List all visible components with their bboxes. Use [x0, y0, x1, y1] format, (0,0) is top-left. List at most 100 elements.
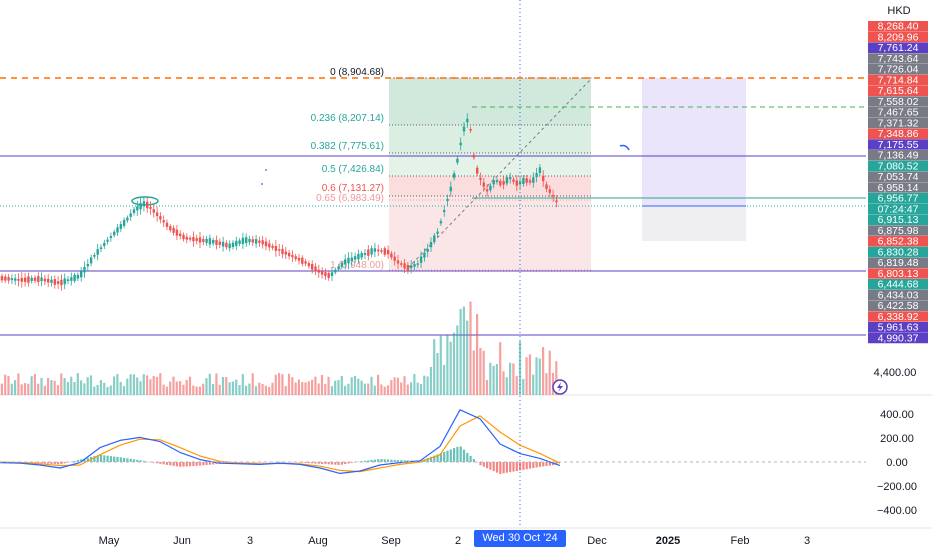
macd-hist-bar — [472, 459, 475, 462]
macd-hist-bar — [344, 462, 347, 465]
candle — [274, 240, 278, 257]
candle — [149, 201, 152, 215]
macd-hist-bar — [535, 462, 538, 468]
volume-bar — [188, 376, 192, 395]
candle — [551, 189, 555, 202]
candle — [202, 235, 205, 246]
volume-bar — [469, 301, 472, 395]
candle — [103, 239, 106, 250]
volume-bar — [311, 379, 314, 395]
macd-hist-bar — [136, 459, 139, 462]
candle — [443, 205, 446, 217]
macd-hist-bar — [83, 458, 86, 462]
candle — [212, 237, 215, 246]
svg-text:7,348.86: 7,348.86 — [878, 128, 919, 140]
volume-bar — [419, 384, 423, 395]
volume-bar — [548, 350, 551, 395]
volume-bar — [515, 376, 518, 395]
candle — [113, 229, 116, 238]
projection-box-lower — [642, 206, 746, 241]
volume-bar — [525, 357, 528, 395]
macd-hist-bar — [159, 462, 162, 464]
candle — [466, 113, 469, 128]
candle — [324, 268, 327, 280]
volume-bar — [175, 381, 178, 395]
candle — [50, 275, 53, 287]
time-axis[interactable]: May Jun 3 Aug Sep 2 Dec 2025 Feb 3 — [99, 535, 810, 547]
brush-stroke-mark[interactable] — [619, 144, 630, 151]
volume-bar — [373, 385, 376, 395]
candle — [485, 184, 489, 197]
volume-bar — [347, 383, 350, 395]
crosshair-date-label: Wed 30 Oct '24 — [474, 530, 566, 547]
macd-hist-bar — [162, 462, 165, 465]
macd-hist-bar — [248, 462, 251, 463]
macd-hist-bar — [502, 462, 505, 474]
volume-bar — [330, 386, 333, 395]
macd-hist-bar — [449, 449, 452, 462]
macd-hist-bar — [185, 462, 188, 467]
macd-hist-bar — [70, 461, 73, 463]
candle — [291, 250, 294, 262]
candle — [56, 276, 60, 289]
macd-hist-bar — [165, 462, 169, 465]
volume-bar — [466, 320, 469, 395]
volume-bar — [413, 374, 416, 395]
volume-bar — [271, 382, 274, 395]
volume-bar — [393, 377, 396, 395]
candle — [205, 235, 208, 246]
volume-bar — [205, 378, 208, 395]
macd-hist-bar — [406, 460, 409, 462]
candle — [518, 175, 522, 190]
macd-hist-bar — [443, 451, 446, 462]
candle — [136, 200, 139, 217]
candle — [146, 197, 149, 213]
macd-hist-bar — [106, 455, 109, 462]
candle — [7, 273, 10, 284]
macd-tick-label: −200.00 — [877, 481, 917, 493]
candle — [228, 240, 231, 252]
volume-bar — [103, 382, 106, 395]
volume-bar — [37, 383, 40, 395]
price-axis-label: 7,080.52 — [868, 160, 928, 172]
macd-hist-bar — [334, 462, 337, 465]
candle — [515, 175, 518, 191]
volume-bar — [400, 382, 403, 395]
fib-label-1: 1 (5,948.00) — [330, 260, 384, 271]
svg-text:7,136.49: 7,136.49 — [878, 150, 919, 162]
macd-line — [0, 409, 561, 474]
volume-bar — [278, 373, 281, 395]
candle — [53, 275, 56, 289]
svg-text:7,467.65: 7,467.65 — [878, 107, 919, 119]
volume-bar — [113, 376, 116, 395]
volume-bar — [499, 342, 502, 395]
volume-bar — [406, 384, 409, 395]
candle — [162, 215, 165, 228]
volume-bar — [429, 366, 432, 395]
candle — [76, 272, 80, 281]
candle — [66, 276, 70, 285]
candle — [307, 260, 311, 269]
fibonacci-retracement[interactable] — [389, 77, 593, 271]
candle — [360, 250, 363, 261]
volume-bar — [192, 385, 195, 395]
volume-bar — [377, 374, 380, 395]
svg-text:7,558.02: 7,558.02 — [878, 96, 919, 108]
svg-text:07:24:47: 07:24:47 — [878, 203, 919, 215]
candle — [73, 272, 76, 284]
macd-hist-bar — [522, 462, 525, 470]
volume-bar — [261, 383, 264, 395]
volume-bar — [416, 382, 419, 395]
price-axis[interactable]: 8,268.408,209.967,761.247,743.647,726.04… — [868, 21, 928, 379]
candle — [304, 258, 307, 267]
lightning-event-icon[interactable] — [552, 379, 568, 395]
candle — [30, 275, 33, 284]
volume-bar — [33, 374, 36, 395]
macd-hist-bar — [119, 457, 122, 462]
price-axis-label: 7,726.04 — [868, 64, 928, 76]
candle — [155, 206, 159, 222]
macd-tick-label: 400.00 — [880, 409, 914, 421]
macd-axis[interactable]: 400.00 200.00 0.00 −200.00 −400.00 — [877, 409, 917, 517]
